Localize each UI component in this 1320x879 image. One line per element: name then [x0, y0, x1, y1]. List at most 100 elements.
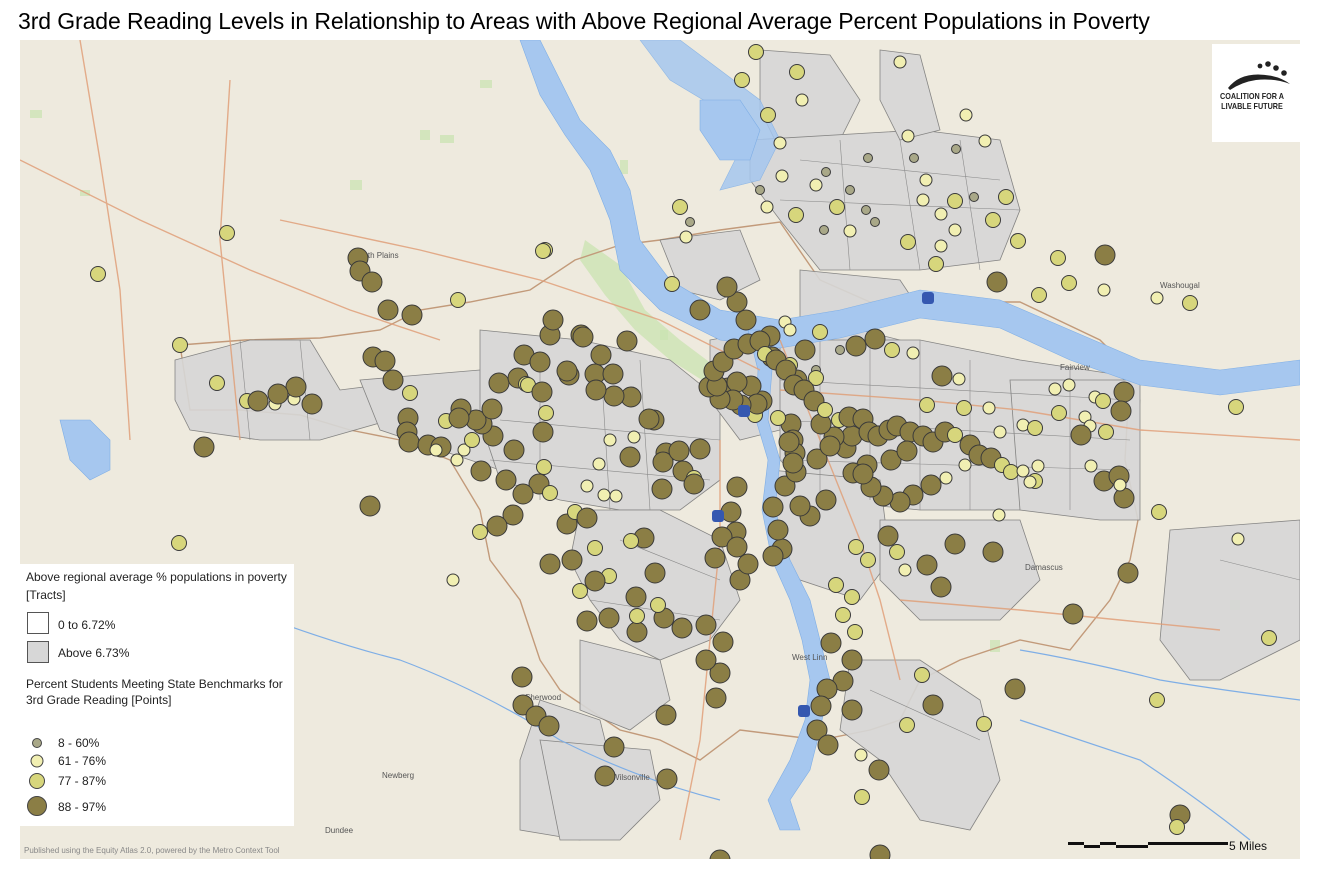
reading-level-point[interactable] [450, 453, 464, 467]
reading-level-point[interactable] [919, 397, 935, 413]
reading-level-point[interactable] [868, 759, 890, 781]
reading-level-point[interactable] [916, 554, 938, 576]
reading-level-point[interactable] [869, 844, 891, 859]
reading-level-point[interactable] [947, 427, 963, 443]
reading-level-point[interactable] [301, 393, 323, 415]
reading-level-point[interactable] [1031, 287, 1047, 303]
reading-level-point[interactable] [695, 649, 717, 671]
reading-level-point[interactable] [852, 463, 874, 485]
reading-level-point[interactable] [683, 473, 705, 495]
reading-level-point[interactable] [652, 451, 674, 473]
reading-level-point[interactable] [909, 153, 919, 163]
reading-level-point[interactable] [464, 432, 480, 448]
reading-level-point[interactable] [668, 440, 690, 462]
reading-level-point[interactable] [402, 385, 418, 401]
reading-level-point[interactable] [1095, 393, 1111, 409]
reading-level-point[interactable] [969, 192, 979, 202]
reading-level-point[interactable] [806, 719, 828, 741]
reading-level-point[interactable] [587, 540, 603, 556]
reading-level-point[interactable] [585, 379, 607, 401]
reading-level-point[interactable] [775, 169, 789, 183]
reading-level-point[interactable] [603, 433, 617, 447]
reading-level-point[interactable] [726, 291, 748, 313]
reading-level-point[interactable] [172, 337, 188, 353]
reading-level-point[interactable] [760, 107, 776, 123]
reading-level-point[interactable] [616, 330, 638, 352]
reading-level-point[interactable] [819, 225, 829, 235]
reading-level-point[interactable] [590, 344, 612, 366]
reading-level-point[interactable] [556, 360, 578, 382]
reading-level-point[interactable] [829, 199, 845, 215]
reading-level-point[interactable] [638, 408, 660, 430]
reading-level-point[interactable] [762, 545, 784, 567]
reading-level-point[interactable] [952, 372, 966, 386]
reading-level-point[interactable] [446, 573, 460, 587]
reading-level-point[interactable] [914, 667, 930, 683]
reading-level-point[interactable] [531, 381, 553, 403]
reading-level-point[interactable] [854, 748, 868, 762]
reading-level-point[interactable] [576, 507, 598, 529]
reading-level-point[interactable] [789, 495, 811, 517]
reading-level-point[interactable] [602, 363, 624, 385]
reading-level-point[interactable] [398, 431, 420, 453]
reading-level-point[interactable] [734, 72, 750, 88]
reading-level-point[interactable] [901, 129, 915, 143]
reading-level-point[interactable] [572, 326, 594, 348]
reading-level-point[interactable] [584, 570, 606, 592]
reading-level-point[interactable] [806, 448, 828, 470]
reading-level-point[interactable] [542, 485, 558, 501]
reading-level-point[interactable] [592, 457, 606, 471]
reading-level-point[interactable] [755, 185, 765, 195]
reading-level-point[interactable] [993, 425, 1007, 439]
reading-level-point[interactable] [817, 734, 839, 756]
reading-level-point[interactable] [1094, 244, 1116, 266]
reading-level-point[interactable] [712, 631, 734, 653]
reading-level-point[interactable] [794, 339, 816, 361]
reading-level-point[interactable] [812, 324, 828, 340]
reading-level-point[interactable] [808, 370, 824, 386]
reading-level-point[interactable] [580, 479, 594, 493]
reading-level-point[interactable] [783, 323, 797, 337]
reading-level-point[interactable] [598, 607, 620, 629]
reading-level-point[interactable] [982, 541, 1004, 563]
reading-level-point[interactable] [778, 431, 800, 453]
reading-level-point[interactable] [538, 715, 560, 737]
reading-level-point[interactable] [539, 553, 561, 575]
reading-level-point[interactable] [1048, 382, 1062, 396]
reading-level-point[interactable] [219, 225, 235, 241]
reading-level-point[interactable] [810, 695, 832, 717]
reading-level-point[interactable] [361, 271, 383, 293]
reading-level-point[interactable] [877, 525, 899, 547]
reading-level-point[interactable] [705, 687, 727, 709]
reading-level-point[interactable] [916, 193, 930, 207]
reading-level-point[interactable] [679, 230, 693, 244]
reading-level-point[interactable] [863, 153, 873, 163]
reading-level-point[interactable] [1113, 487, 1135, 509]
reading-level-point[interactable] [948, 223, 962, 237]
reading-level-point[interactable] [603, 736, 625, 758]
reading-level-point[interactable] [629, 608, 645, 624]
reading-level-point[interactable] [359, 495, 381, 517]
reading-level-point[interactable] [998, 189, 1014, 205]
reading-level-point[interactable] [429, 443, 443, 457]
reading-level-point[interactable] [893, 55, 907, 69]
reading-level-point[interactable] [704, 547, 726, 569]
reading-level-point[interactable] [906, 346, 920, 360]
reading-level-point[interactable] [821, 167, 831, 177]
reading-level-point[interactable] [845, 335, 867, 357]
reading-level-point[interactable] [619, 446, 641, 468]
reading-level-point[interactable] [716, 276, 738, 298]
reading-level-point[interactable] [689, 438, 711, 460]
reading-level-point[interactable] [841, 649, 863, 671]
reading-level-point[interactable] [1050, 250, 1066, 266]
reading-level-point[interactable] [985, 212, 1001, 228]
reading-level-point[interactable] [1169, 819, 1185, 835]
reading-level-point[interactable] [603, 385, 625, 407]
reading-level-point[interactable] [1061, 275, 1077, 291]
reading-level-point[interactable] [1151, 504, 1167, 520]
reading-level-point[interactable] [1182, 295, 1198, 311]
reading-level-point[interactable] [976, 716, 992, 732]
reading-level-point[interactable] [532, 421, 554, 443]
reading-level-point[interactable] [457, 443, 471, 457]
reading-level-point[interactable] [861, 205, 871, 215]
